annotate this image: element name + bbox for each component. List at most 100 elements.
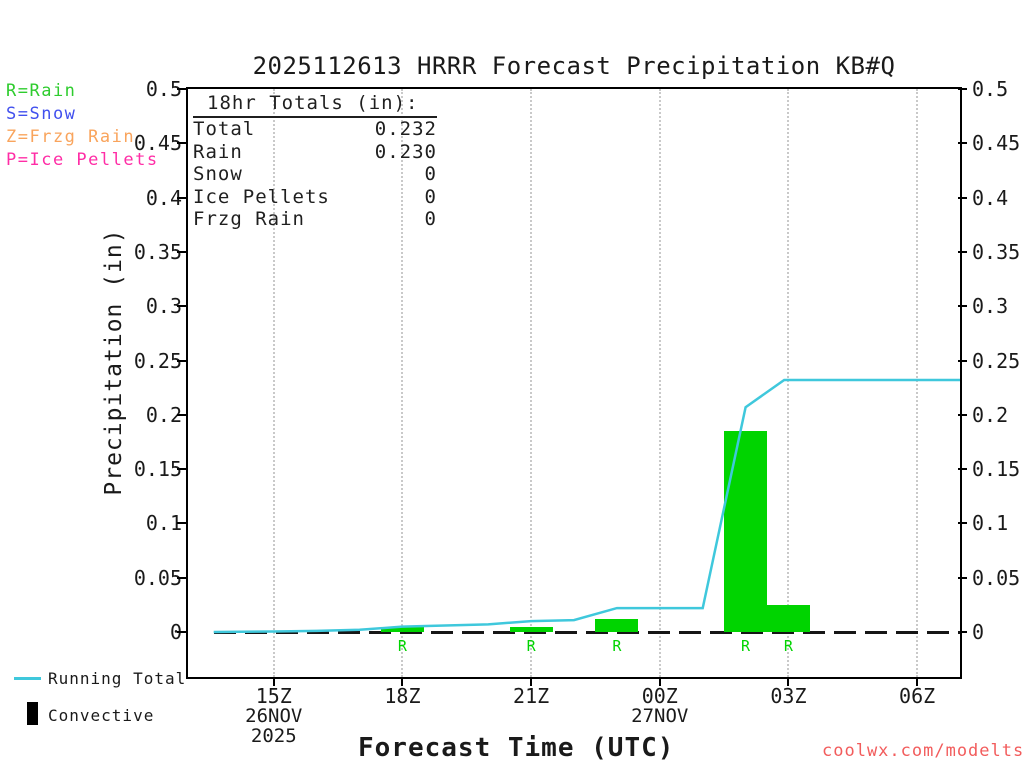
x-tick-label-06z: 06Z: [899, 684, 936, 708]
y-tick-label-left-0.45: 0.45: [133, 131, 182, 156]
totals-row-snow: Snow 0: [193, 163, 437, 186]
y-tick-mark-right: [958, 413, 967, 416]
x-tick-year-2025: 2025: [250, 725, 297, 747]
y-tick-label-right-0.4: 0.4: [972, 185, 1009, 210]
totals-label: Snow: [193, 163, 243, 185]
running-total-line-swatch: [14, 677, 41, 680]
y-tick-mark-left: [177, 413, 186, 416]
y-tick-label-right-0.5: 0.5: [972, 77, 1009, 101]
totals-label: Frzg Rain: [193, 208, 305, 230]
y-tick-mark-right: [958, 196, 967, 199]
type-legend-item-rain: R=Rain: [6, 81, 77, 101]
totals-rows: Total 0.232 Rain 0.230 Snow 0 Ice Pellets 0 Frzg…: [193, 118, 437, 231]
totals-value: 0.230: [374, 140, 437, 163]
y-tick-label-right-0: 0: [972, 620, 985, 644]
x-tick-date-26nov: 26NOV: [245, 705, 303, 727]
gridline-18z: [401, 89, 404, 677]
y-tick-mark-left: [177, 305, 186, 308]
totals-row-frzg-rain: Frzg Rain 0: [193, 208, 437, 231]
x-axis-title: Forecast Time (UTC): [358, 733, 675, 763]
precip-bar-1: [380, 626, 424, 632]
x-tick-date-27nov: 27NOV: [631, 705, 689, 727]
y-tick-mark-left: [177, 196, 186, 199]
type-legend-item-ice-pellets: P=Ice Pellets: [6, 150, 159, 170]
y-tick-mark-right: [958, 305, 967, 308]
running-total-legend-label: Running Total: [48, 669, 187, 688]
totals-box: 18hr Totals (in): Total 0.232 Rain 0.230 Sno…: [193, 92, 437, 231]
y-tick-label-right-0.3: 0.3: [972, 294, 1009, 319]
precip-bar-3: [595, 618, 639, 632]
y-tick-mark-left: [177, 468, 186, 471]
x-tick-label-15z: 15Z: [255, 684, 292, 708]
x-tick-mark-06z: [916, 677, 919, 686]
y-tick-label-right-0.1: 0.1: [972, 511, 1009, 536]
y-tick-mark-left: [177, 142, 186, 145]
x-tick-label-00z: 00Z: [641, 684, 678, 708]
y-tick-label-right-0.2: 0.2: [972, 402, 1009, 427]
y-tick-label-right-0.25: 0.25: [972, 348, 1021, 373]
y-tick-label-right-0.35: 0.35: [972, 239, 1021, 264]
precip-type-legend: R=Rain S=Snow Z=Frzg Rain P=Ice Pellets: [6, 80, 159, 172]
y-tick-label-right-0.45: 0.45: [972, 131, 1021, 156]
y-tick-mark-left: [177, 576, 186, 579]
precip-type-label-2: R: [526, 637, 536, 655]
zero-dashed-line: [213, 631, 960, 634]
totals-row-rain: Rain 0.230: [193, 141, 437, 164]
totals-label: Rain: [193, 140, 243, 163]
y-tick-mark-left: [177, 359, 186, 362]
totals-value: 0: [424, 163, 437, 185]
x-tick-mark-15z: [272, 677, 275, 686]
totals-value: 0: [424, 185, 437, 208]
totals-value: 0: [424, 208, 437, 230]
convective-bar-swatch: [27, 702, 38, 725]
precip-type-label-4: R: [741, 637, 751, 655]
x-tick-label-21z: 21Z: [513, 684, 550, 708]
y-tick-label-right-0.15: 0.15: [972, 457, 1021, 482]
totals-label: Ice Pellets: [193, 185, 330, 208]
totals-row-ice-pellets: Ice Pellets 0: [193, 186, 437, 209]
precip-bar-2: [509, 626, 553, 632]
y-tick-mark-right: [958, 88, 967, 90]
y-tick-mark-right: [958, 250, 967, 253]
y-tick-label-left-0.2: 0.2: [145, 402, 182, 427]
y-tick-mark-left: [177, 88, 186, 90]
running-total-line: [213, 378, 960, 634]
precip-bar-5: [766, 604, 810, 632]
y-tick-label-left-0.25: 0.25: [133, 348, 182, 373]
x-tick-label-03z: 03Z: [770, 684, 807, 708]
gridline-15z: [272, 89, 275, 677]
precip-type-label-1: R: [397, 637, 407, 655]
x-tick-mark-00z: [658, 677, 661, 686]
y-tick-mark-left: [177, 250, 186, 253]
precip-type-label-5: R: [783, 637, 793, 655]
x-tick-mark-03z: [787, 677, 790, 686]
y-tick-mark-right: [958, 522, 967, 525]
y-tick-label-left-0.1: 0.1: [145, 511, 182, 536]
type-legend-item-snow: S=Snow: [6, 104, 77, 124]
gridline-21z: [530, 89, 533, 677]
y-tick-label-left-0.4: 0.4: [145, 185, 182, 210]
y-tick-mark-right: [958, 142, 967, 145]
y-tick-mark-left: [177, 631, 186, 633]
y-tick-mark-right: [958, 468, 967, 471]
y-tick-label-left-0.05: 0.05: [133, 565, 182, 590]
x-tick-mark-21z: [530, 677, 533, 686]
gridline-00z: [658, 89, 661, 677]
totals-value: 0.232: [374, 118, 437, 140]
precip-type-label-3: R: [612, 637, 622, 655]
x-tick-label-18z: 18Z: [384, 684, 421, 708]
y-tick-label-left-0.3: 0.3: [145, 294, 182, 319]
gridline-06z: [916, 89, 919, 677]
watermark-link: coolwx.com/modelts: [822, 741, 1024, 761]
gridline-03z: [787, 89, 790, 677]
y-tick-mark-right: [958, 359, 967, 362]
y-tick-mark-left: [177, 522, 186, 525]
chart-title: 2025112613 HRRR Forecast Precipitation K…: [252, 52, 896, 80]
totals-header: 18hr Totals (in):: [193, 92, 437, 118]
y-tick-label-right-0.05: 0.05: [972, 565, 1021, 590]
totals-label: Total: [193, 118, 256, 140]
y-tick-mark-right: [958, 576, 967, 579]
y-tick-mark-right: [958, 631, 967, 633]
